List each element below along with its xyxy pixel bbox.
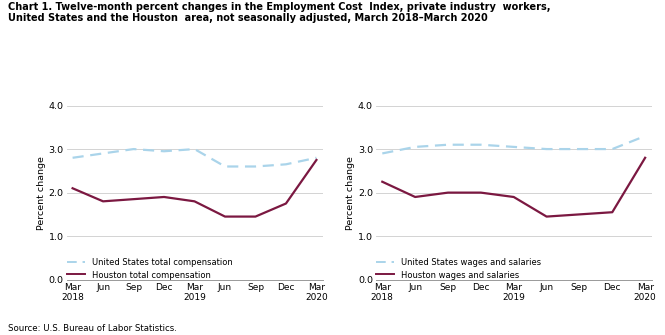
Legend: United States wages and salaries, Houston wages and salaries: United States wages and salaries, Housto…: [376, 258, 541, 280]
Legend: United States total compensation, Houston total compensation: United States total compensation, Housto…: [66, 258, 232, 280]
Y-axis label: Percent change: Percent change: [346, 156, 355, 229]
Text: Source: U.S. Bureau of Labor Statistics.: Source: U.S. Bureau of Labor Statistics.: [8, 324, 177, 333]
Y-axis label: Percent change: Percent change: [37, 156, 46, 229]
Text: Chart 1. Twelve-month percent changes in the Employment Cost  Index, private ind: Chart 1. Twelve-month percent changes in…: [8, 2, 551, 23]
